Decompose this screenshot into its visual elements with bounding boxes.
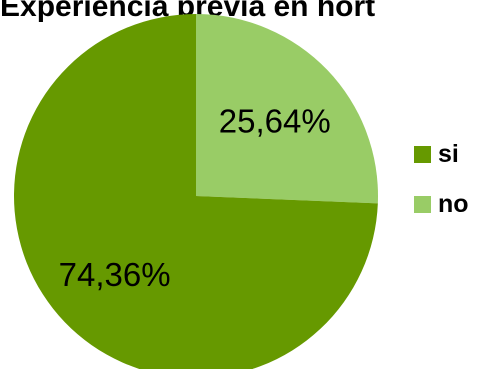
legend-label-si: si xyxy=(438,140,459,168)
pie-slices xyxy=(14,14,378,369)
slice-value-label-si: 74,36% xyxy=(59,256,171,293)
legend-swatch-no xyxy=(414,196,431,213)
legend-label-no: no xyxy=(438,190,469,218)
pie-slice-si xyxy=(14,14,378,369)
legend-swatch-si xyxy=(414,146,431,163)
chart-title: Experiencia previa en hort xyxy=(0,0,375,23)
pie-slice-no xyxy=(196,14,378,204)
pie-slice-labels: 25,64% 74,36% xyxy=(59,102,331,293)
legend: si no xyxy=(414,140,469,218)
slice-value-label-no: 25,64% xyxy=(219,102,331,139)
